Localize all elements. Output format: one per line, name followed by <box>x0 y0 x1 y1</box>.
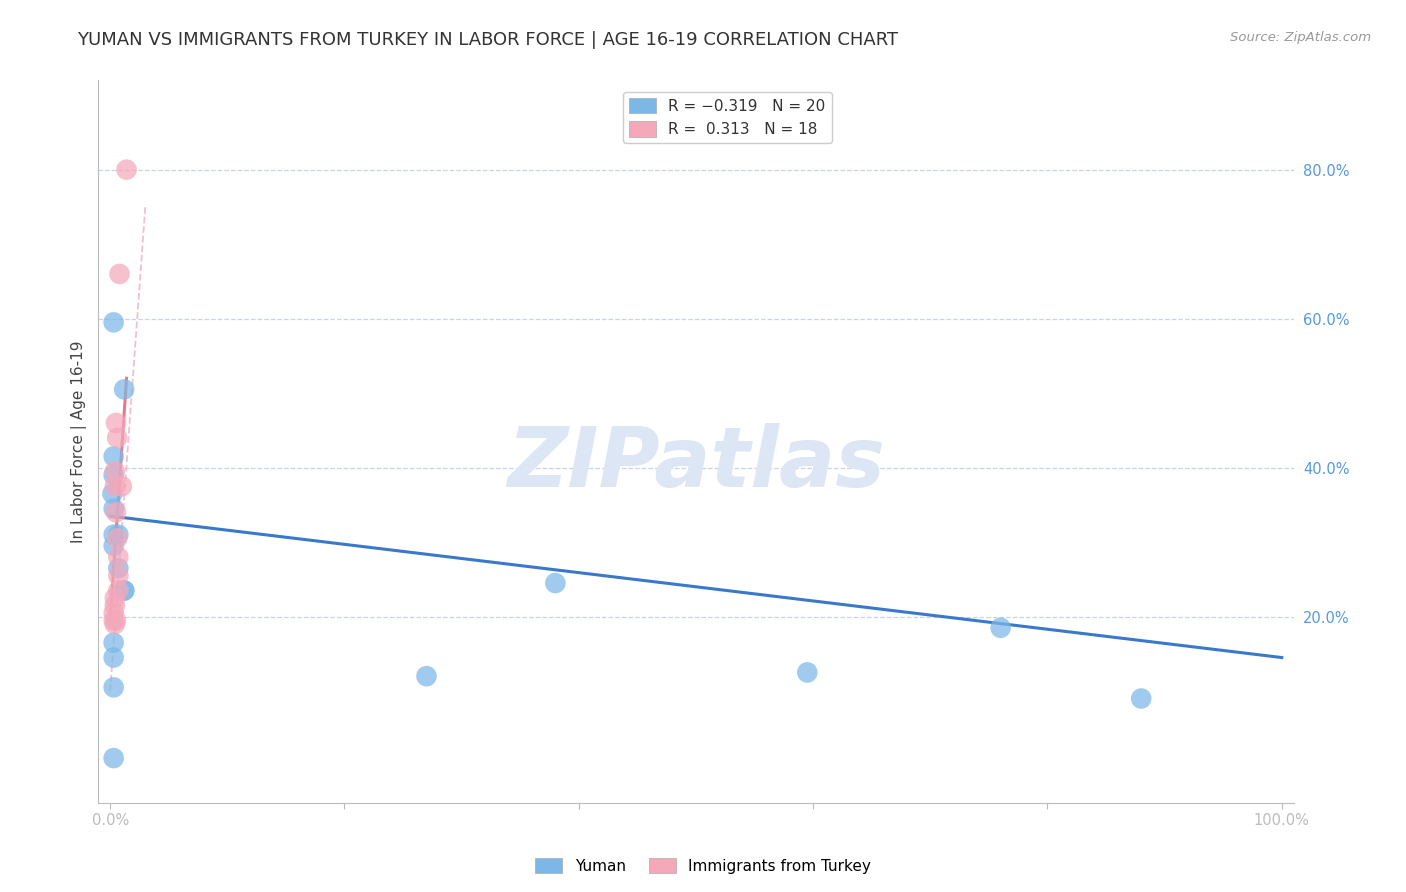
Point <box>796 665 818 680</box>
Point <box>107 549 129 564</box>
Point <box>105 532 128 546</box>
Point <box>115 162 138 177</box>
Y-axis label: In Labor Force | Age 16-19: In Labor Force | Age 16-19 <box>72 340 87 543</box>
Point <box>103 468 125 483</box>
Point <box>112 583 135 598</box>
Point <box>105 505 128 519</box>
Point <box>107 561 129 575</box>
Point <box>103 635 125 649</box>
Point <box>544 576 567 591</box>
Point <box>103 681 125 695</box>
Point <box>112 383 135 397</box>
Point <box>103 650 125 665</box>
Point <box>112 583 135 598</box>
Point <box>104 591 127 605</box>
Point <box>104 479 127 493</box>
Legend: Yuman, Immigrants from Turkey: Yuman, Immigrants from Turkey <box>529 852 877 880</box>
Point <box>104 464 127 478</box>
Point <box>105 613 128 627</box>
Text: YUMAN VS IMMIGRANTS FROM TURKEY IN LABOR FORCE | AGE 16-19 CORRELATION CHART: YUMAN VS IMMIGRANTS FROM TURKEY IN LABOR… <box>77 31 898 49</box>
Point <box>103 539 125 553</box>
Point <box>107 568 129 582</box>
Point <box>103 613 125 627</box>
Point <box>1130 691 1153 706</box>
Point <box>415 669 437 683</box>
Point <box>103 527 125 541</box>
Point <box>108 267 131 281</box>
Legend: R = −0.319   N = 20, R =  0.313   N = 18: R = −0.319 N = 20, R = 0.313 N = 18 <box>623 92 832 144</box>
Point <box>990 621 1012 635</box>
Point <box>103 606 125 620</box>
Point <box>103 450 125 464</box>
Point <box>103 751 125 765</box>
Point <box>107 527 129 541</box>
Point <box>103 315 125 329</box>
Point <box>103 501 125 516</box>
Text: Source: ZipAtlas.com: Source: ZipAtlas.com <box>1230 31 1371 45</box>
Point <box>105 431 128 445</box>
Point <box>101 486 124 500</box>
Point <box>104 599 127 613</box>
Point <box>104 617 127 632</box>
Point <box>111 479 134 493</box>
Point <box>107 583 129 598</box>
Point <box>105 416 128 430</box>
Text: ZIPatlas: ZIPatlas <box>508 423 884 504</box>
